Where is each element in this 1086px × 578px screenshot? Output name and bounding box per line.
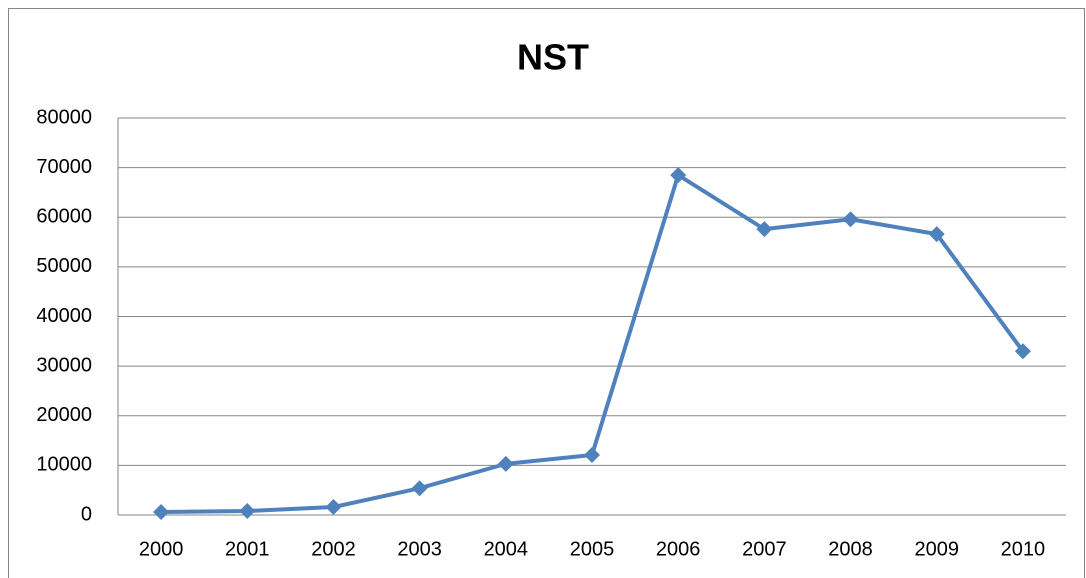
y-tick-label: 0 — [81, 503, 92, 525]
x-tick-label: 2002 — [311, 538, 356, 560]
x-tick-label: 2003 — [397, 538, 442, 560]
marker — [756, 221, 773, 238]
marker — [1014, 343, 1031, 360]
x-tick-label: 2000 — [139, 538, 184, 560]
x-tick-label: 2006 — [656, 538, 701, 560]
marker — [411, 480, 428, 497]
x-tick-label: 2009 — [914, 538, 959, 560]
marker — [497, 455, 514, 472]
y-tick-label: 60000 — [36, 206, 92, 228]
marker — [325, 499, 342, 516]
x-tick-label: 2008 — [828, 538, 873, 560]
x-tick-label: 2004 — [484, 538, 529, 560]
marker — [670, 167, 687, 184]
x-tick-label: 2007 — [742, 538, 787, 560]
x-tick-label: 2010 — [1001, 538, 1046, 560]
y-tick-label: 70000 — [36, 156, 92, 178]
y-tick-label: 30000 — [36, 354, 92, 376]
x-tick-label: 2005 — [570, 538, 615, 560]
marker — [842, 211, 859, 228]
y-tick-label: 10000 — [36, 454, 92, 476]
marker — [584, 446, 600, 463]
y-tick-label: 50000 — [36, 255, 92, 277]
y-tick-label: 20000 — [36, 404, 92, 426]
marker — [239, 503, 256, 520]
x-tick-label: 2001 — [225, 538, 270, 560]
marker — [153, 504, 170, 521]
marker — [928, 226, 945, 243]
chart-border — [8, 8, 1085, 578]
y-tick-label: 40000 — [36, 305, 92, 327]
y-tick-label: 80000 — [36, 106, 92, 128]
chart-title: NST — [517, 37, 589, 78]
